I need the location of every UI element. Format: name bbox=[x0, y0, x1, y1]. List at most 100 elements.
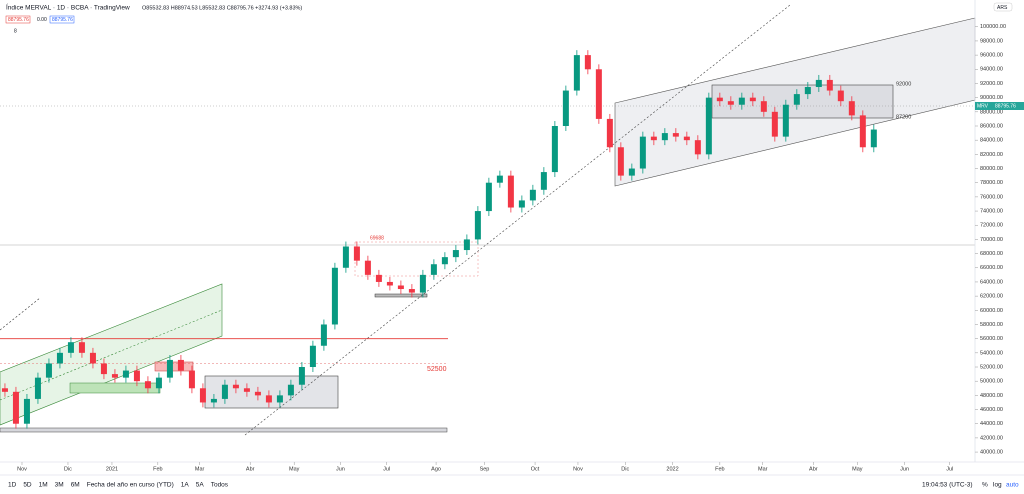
candle-body bbox=[452, 250, 459, 258]
candle-body bbox=[155, 377, 162, 389]
candle-body bbox=[221, 384, 228, 399]
candle-body bbox=[749, 97, 756, 102]
y-tick-label: 66000.00 bbox=[980, 265, 1003, 271]
candle-body bbox=[716, 97, 723, 102]
x-tick-label: Oct bbox=[531, 466, 540, 472]
y-tick-label: 54000.00 bbox=[980, 350, 1003, 356]
candle-body bbox=[463, 239, 470, 251]
candle-body bbox=[287, 384, 294, 396]
currency-box[interactable] bbox=[993, 2, 1013, 12]
candle-body bbox=[573, 55, 580, 91]
y-tick-label: 86000.00 bbox=[980, 123, 1003, 129]
candle-body bbox=[628, 168, 635, 176]
candle-body bbox=[111, 374, 118, 378]
candle-body bbox=[12, 391, 19, 424]
small-zone bbox=[374, 293, 428, 298]
range-button[interactable]: 1M bbox=[39, 482, 48, 489]
y-tick-label: 80000.00 bbox=[980, 166, 1003, 172]
annotation: 87200 bbox=[896, 114, 911, 120]
x-tick-label: Feb bbox=[715, 466, 724, 472]
candle-body bbox=[232, 384, 239, 389]
y-tick-label: 42000.00 bbox=[980, 435, 1003, 441]
candle-body bbox=[705, 97, 712, 155]
x-tick-label: Jun bbox=[900, 466, 909, 472]
y-tick-label: 74000.00 bbox=[980, 209, 1003, 215]
log-toggle[interactable]: log bbox=[993, 482, 1002, 489]
badge-text: 0.00 bbox=[37, 17, 47, 23]
range-button[interactable]: 1A bbox=[181, 482, 190, 489]
x-tick-label: 2021 bbox=[106, 466, 118, 472]
candle-body bbox=[309, 345, 316, 368]
candle-body bbox=[67, 342, 74, 353]
candle-body bbox=[210, 398, 217, 403]
candle-body bbox=[804, 87, 811, 95]
last-price-tag bbox=[975, 102, 1024, 110]
support-band bbox=[0, 427, 448, 433]
y-tick-label: 40000.00 bbox=[980, 450, 1003, 456]
candle-body bbox=[265, 395, 272, 403]
candle-body bbox=[595, 69, 602, 119]
y-tick-label: 84000.00 bbox=[980, 138, 1003, 144]
x-tick-label: Jun bbox=[336, 466, 345, 472]
candle-body bbox=[353, 246, 360, 261]
range-button[interactable]: Todos bbox=[211, 482, 229, 489]
y-tick-label: 94000.00 bbox=[980, 67, 1003, 73]
y-tick-label: 96000.00 bbox=[980, 53, 1003, 59]
candle-body bbox=[639, 136, 646, 169]
currency[interactable]: ARS bbox=[997, 5, 1008, 11]
percent-toggle[interactable]: % bbox=[982, 482, 988, 489]
y-tick-label: 52000.00 bbox=[980, 364, 1003, 370]
range-button[interactable]: 3M bbox=[55, 482, 64, 489]
x-tick-label: Jul bbox=[383, 466, 390, 472]
badge-text: 88795.76 bbox=[8, 17, 29, 23]
candle-body bbox=[672, 133, 679, 137]
candle-body bbox=[122, 370, 129, 378]
y-tick-label: 88000.00 bbox=[980, 109, 1003, 115]
x-tick-label: Mar bbox=[195, 466, 205, 472]
x-tick-label: Abr bbox=[809, 466, 818, 472]
candle-body bbox=[177, 359, 184, 371]
candle-body bbox=[793, 94, 800, 105]
y-tick-label: 64000.00 bbox=[980, 279, 1003, 285]
badge bbox=[49, 15, 75, 24]
y-tick-label: 58000.00 bbox=[980, 322, 1003, 328]
study-count: 8 bbox=[14, 28, 17, 34]
candle-body bbox=[826, 79, 833, 91]
range-button[interactable]: 1D bbox=[8, 482, 17, 489]
candle-body bbox=[342, 246, 349, 268]
y-tick-label: 62000.00 bbox=[980, 294, 1003, 300]
x-tick-label: Feb bbox=[153, 466, 162, 472]
range-button[interactable]: 5A bbox=[196, 482, 205, 489]
range-button[interactable]: 5D bbox=[23, 482, 32, 489]
candle-body bbox=[859, 115, 866, 148]
x-tick-label: 2022 bbox=[666, 466, 678, 472]
x-tick-label: Jul bbox=[946, 466, 953, 472]
candle-body bbox=[507, 175, 514, 208]
auto-toggle[interactable]: auto bbox=[1006, 482, 1019, 489]
ohlc-values: O85532.83 H88974.53 L85532.83 C88795.76 … bbox=[142, 5, 302, 11]
x-tick-label: May bbox=[289, 466, 300, 472]
red-zone bbox=[154, 361, 194, 372]
clock: 19:04:53 (UTC-3) bbox=[922, 482, 973, 489]
y-tick-label: 56000.00 bbox=[980, 336, 1003, 342]
candle-body bbox=[386, 281, 393, 286]
candle-body bbox=[331, 267, 338, 325]
badge bbox=[5, 15, 31, 24]
symbol-title: Índice MERVAL · 1D · BCBA · TradingView bbox=[6, 3, 130, 12]
y-tick-label: 78000.00 bbox=[980, 180, 1003, 186]
y-tick-label: 44000.00 bbox=[980, 421, 1003, 427]
candle-body bbox=[408, 289, 415, 293]
y-tick-label: 60000.00 bbox=[980, 308, 1003, 314]
candle-body bbox=[727, 101, 734, 105]
x-tick-label: Abr bbox=[246, 466, 255, 472]
range-button[interactable]: Fecha del año en curso (YTD) bbox=[87, 482, 174, 489]
green-channel bbox=[0, 283, 223, 426]
candle-body bbox=[100, 363, 107, 375]
candle-body bbox=[375, 274, 382, 282]
range-button[interactable]: 6M bbox=[71, 482, 80, 489]
candle-body bbox=[78, 342, 85, 353]
last-tag-name: MRV bbox=[977, 103, 989, 109]
candle-body bbox=[1, 388, 8, 392]
candle-body bbox=[298, 367, 305, 385]
